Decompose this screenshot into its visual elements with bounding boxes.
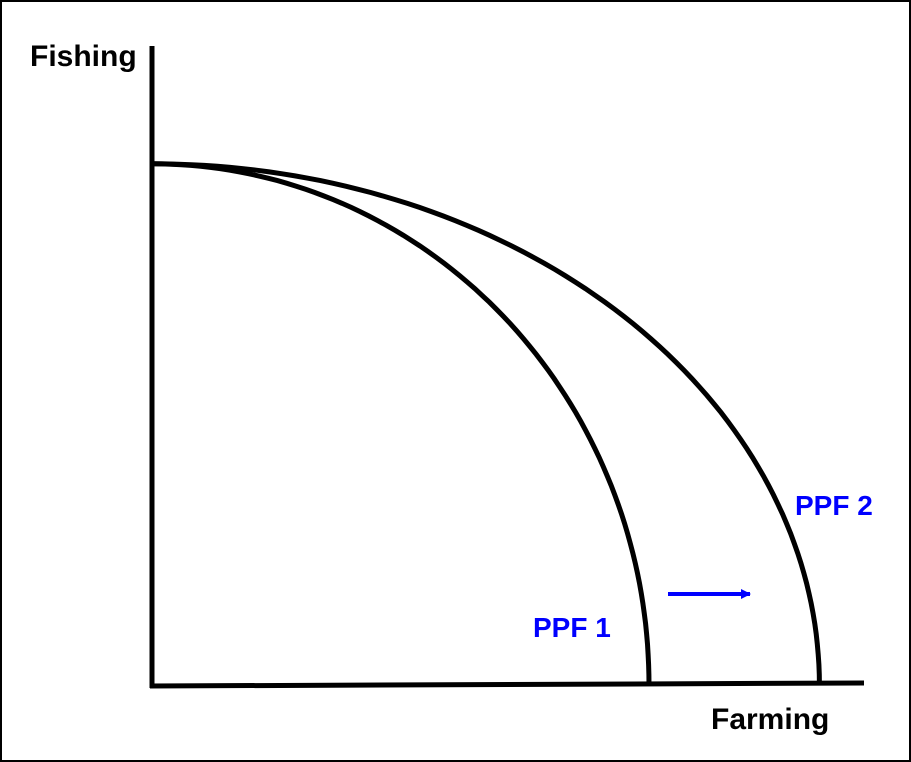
ppf-1-label: PPF 1 xyxy=(533,612,611,643)
ppf-1-curve xyxy=(151,161,652,686)
ppf-2-curve xyxy=(151,161,822,686)
x-axis-label: Farming xyxy=(711,703,829,736)
y-axis-label: Fishing xyxy=(30,40,137,73)
x-axis xyxy=(149,680,865,689)
ppf-2-label: PPF 2 xyxy=(795,490,873,521)
